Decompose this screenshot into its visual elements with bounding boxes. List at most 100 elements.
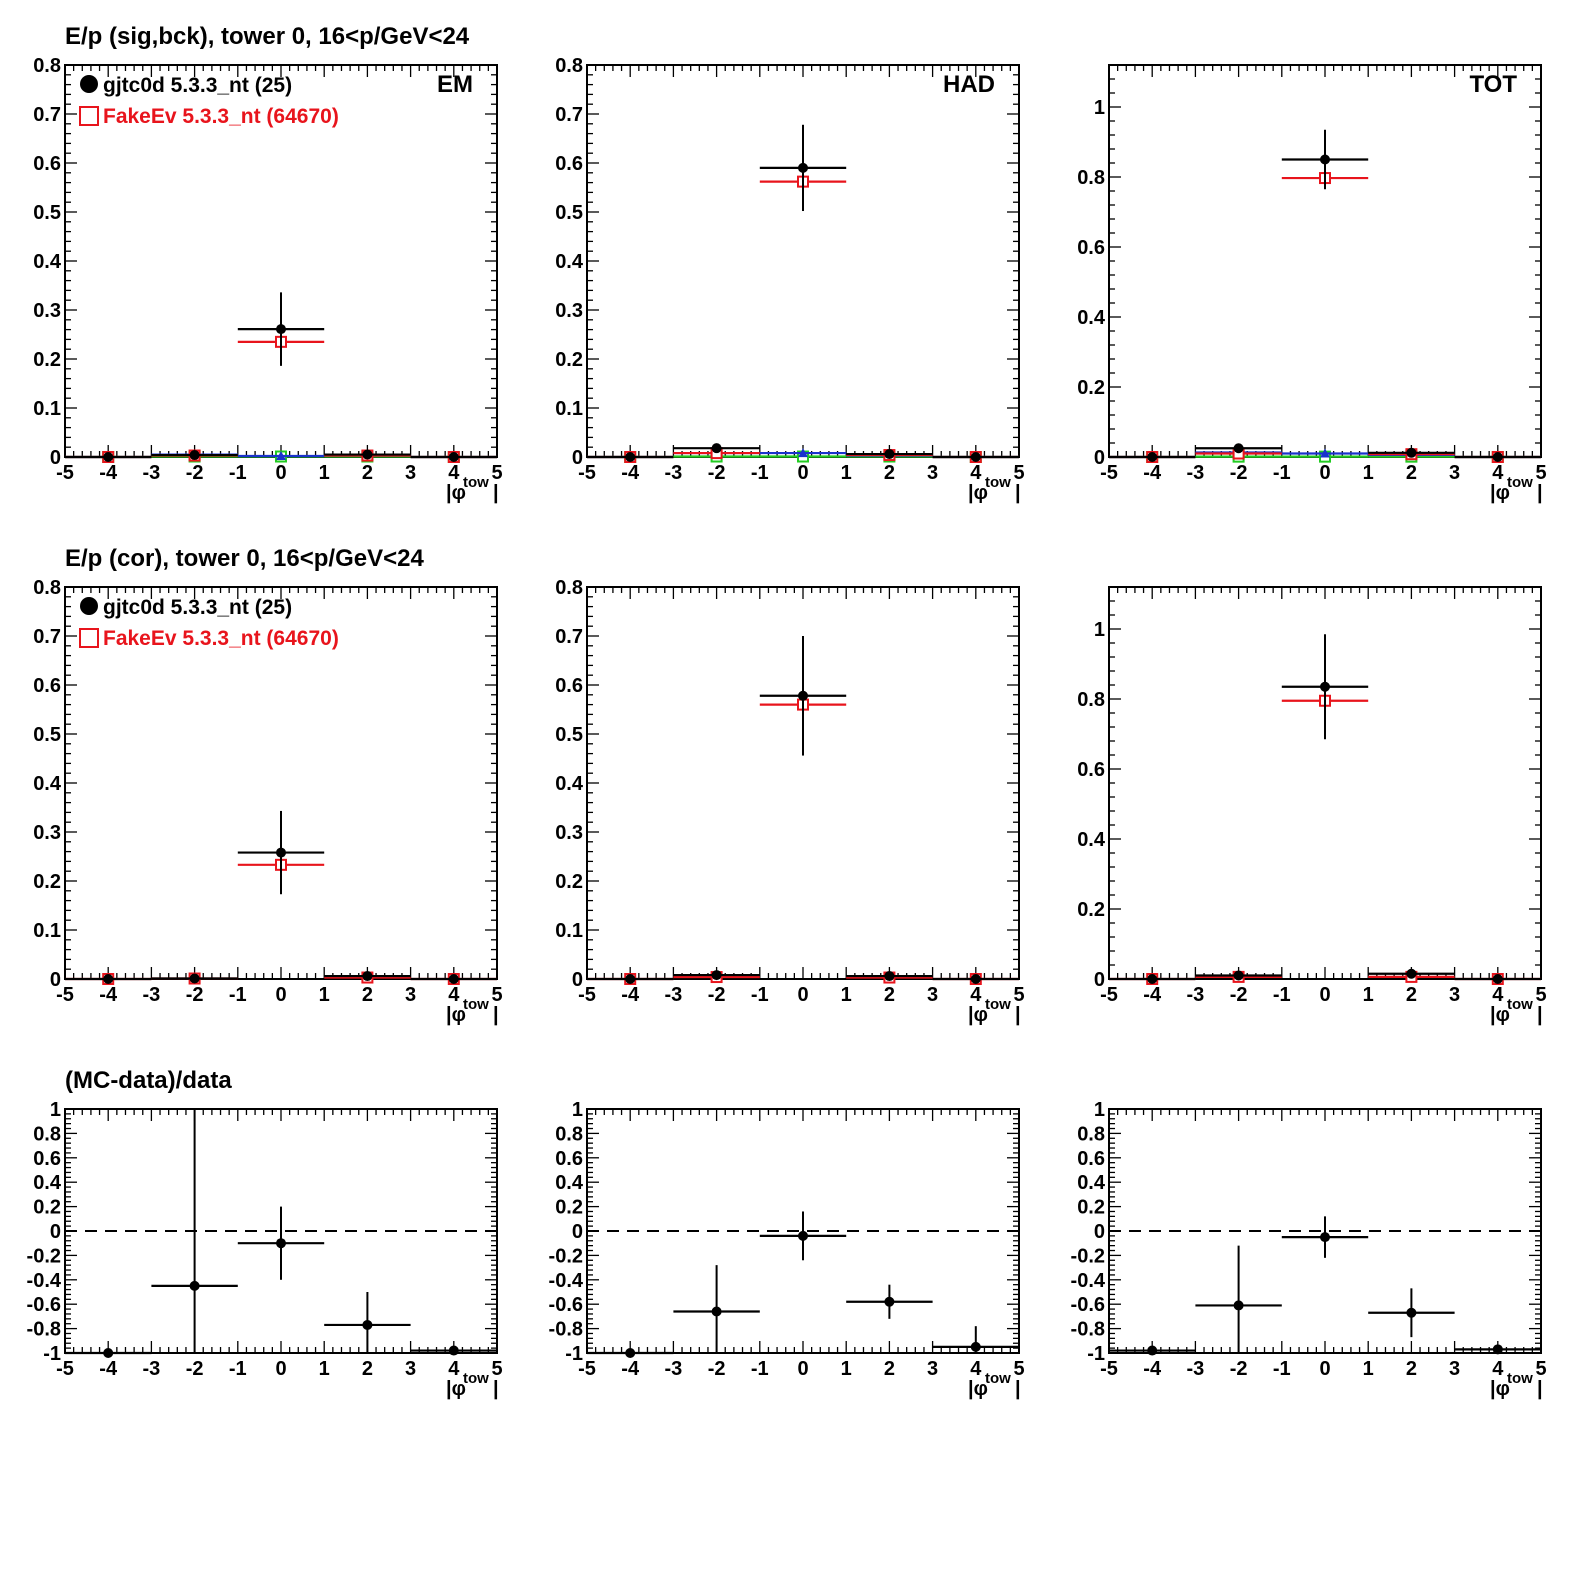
series-data — [587, 636, 1019, 984]
legend-marker-mc — [79, 106, 99, 126]
x-tick-label: -3 — [665, 1358, 683, 1380]
x-tick-label: 5 — [1013, 984, 1024, 1006]
x-tick-label: 5 — [1013, 1358, 1024, 1380]
y-tick-label: 0.5 — [555, 202, 583, 224]
panel-tag: TOT — [1469, 71, 1517, 98]
data-point — [448, 452, 459, 462]
y-tick-label: -0.4 — [27, 1270, 62, 1292]
data-point — [1233, 970, 1244, 981]
x-tick-label: 1 — [319, 984, 330, 1006]
panel-3-3: -5 -4 -3 -2 -1 0 1 2 3 4 5-1-0.8-0.6-0.4-0.200.20.… — [1071, 1099, 1547, 1400]
y-tick-label: 0.8 — [1077, 1123, 1105, 1145]
x-axis-label-close: | — [493, 1378, 499, 1400]
x-axis-label-close: | — [1537, 1378, 1543, 1400]
x-axis-label-close: | — [1537, 482, 1543, 504]
data-point — [711, 970, 722, 981]
x-axis-label: |φ — [968, 1004, 988, 1026]
x-axis-label-subscript: tow — [463, 1370, 489, 1387]
x-tick-label: -5 — [1100, 1358, 1118, 1380]
y-tick-label: 0.8 — [33, 577, 61, 599]
x-tick-label: 3 — [405, 1358, 416, 1380]
x-tick-label: 4 — [970, 1358, 982, 1380]
y-tick-label: 0.4 — [33, 1172, 62, 1194]
x-tick-label: -4 — [99, 1358, 118, 1380]
x-tick-label: -1 — [229, 984, 247, 1006]
x-tick-label: -1 — [751, 462, 769, 484]
x-tick-label: 5 — [1013, 462, 1024, 484]
data-point — [189, 973, 200, 984]
panel-1-1: -5 -4 -3 -2 -1 0 1 2 3 4 5 0 0.1 0.2 0.3 0.4 0.5 0.6 0.7 0.… — [33, 55, 502, 504]
x-tick-label: 0 — [1319, 1358, 1330, 1380]
x-tick-label: 3 — [1449, 1358, 1460, 1380]
x-tick-label: 0 — [1319, 984, 1330, 1006]
y-tick-label: 0.6 — [1077, 759, 1105, 781]
data-point — [884, 449, 895, 460]
data-point — [276, 324, 286, 335]
data-point — [625, 452, 636, 462]
y-tick-label: -0.8 — [1071, 1319, 1105, 1341]
x-tick-label: -4 — [621, 1358, 640, 1380]
data-point — [276, 1238, 286, 1249]
x-tick-label: 3 — [1449, 984, 1460, 1006]
x-tick-label: -4 — [1143, 984, 1162, 1006]
data-point — [1320, 448, 1330, 458]
x-axis-label: |φ — [1490, 1004, 1510, 1026]
x-tick-label: -1 — [1273, 462, 1291, 484]
x-tick-label: 5 — [491, 1358, 502, 1380]
y-tick-label: 0.5 — [33, 202, 61, 224]
x-tick-label: -4 — [621, 462, 640, 484]
y-tick-label: -1 — [43, 1343, 61, 1365]
x-tick-label: 2 — [1406, 462, 1417, 484]
x-tick-label: -5 — [56, 984, 74, 1006]
x-tick-label: 1 — [1363, 462, 1374, 484]
y-tick-label: -1 — [1087, 1343, 1105, 1365]
y-tick-label: 0.4 — [555, 1172, 584, 1194]
x-tick-label: 1 — [319, 462, 330, 484]
y-tick-label: 0.8 — [555, 577, 583, 599]
x-tick-label: -3 — [665, 462, 683, 484]
x-tick-label: 4 — [1492, 1358, 1504, 1380]
y-tick-label: 0.8 — [1077, 689, 1105, 711]
data-point — [1147, 1345, 1158, 1356]
x-tick-label: 1 — [1363, 1358, 1374, 1380]
x-axis-label-subscript: tow — [985, 996, 1011, 1013]
x-tick-label: 4 — [1492, 462, 1504, 484]
x-tick-label: -1 — [229, 462, 247, 484]
data-point — [448, 974, 459, 984]
data-point — [711, 1306, 722, 1317]
panel-tag: EM — [437, 71, 473, 98]
row-title-ratio: (MC-data)/data — [65, 1067, 232, 1094]
x-tick-label: -2 — [708, 1358, 726, 1380]
y-tick-label: 0.4 — [33, 773, 62, 795]
legend-marker-data — [80, 75, 98, 93]
x-tick-label: -3 — [143, 984, 161, 1006]
y-tick-label: 0.1 — [33, 920, 61, 942]
y-tick-label: 0 — [50, 969, 61, 991]
x-tick-label: -4 — [1143, 462, 1162, 484]
data-point — [884, 971, 895, 982]
y-tick-label: 0.8 — [33, 55, 61, 77]
x-axis-label-subscript: tow — [1507, 1370, 1533, 1387]
panel-3-1: -5 -4 -3 -2 -1 0 1 2 3 4 5-1-0.8-0.6-0.4-0.200.20.… — [27, 1099, 503, 1400]
x-tick-label: -1 — [751, 984, 769, 1006]
x-axis-label-close: | — [493, 482, 499, 504]
y-tick-label: 1 — [50, 1099, 61, 1121]
data-point — [970, 1341, 981, 1352]
x-tick-label: -3 — [1187, 984, 1205, 1006]
y-tick-label: 0.8 — [555, 1123, 583, 1145]
x-tick-label: -5 — [56, 1358, 74, 1380]
x-tick-label: 2 — [884, 462, 895, 484]
series-data — [65, 1109, 497, 1358]
y-tick-label: 0.2 — [1077, 377, 1105, 399]
y-tick-label: 0.3 — [33, 822, 61, 844]
series-data — [587, 124, 1019, 462]
data-point — [362, 449, 373, 460]
x-tick-label: 5 — [491, 984, 502, 1006]
data-point — [1233, 443, 1244, 454]
x-tick-label: 2 — [884, 984, 895, 1006]
x-tick-label: 2 — [362, 1358, 373, 1380]
x-tick-label: 0 — [797, 462, 808, 484]
y-tick-label: -1 — [565, 1343, 583, 1365]
data-point — [1492, 974, 1503, 984]
